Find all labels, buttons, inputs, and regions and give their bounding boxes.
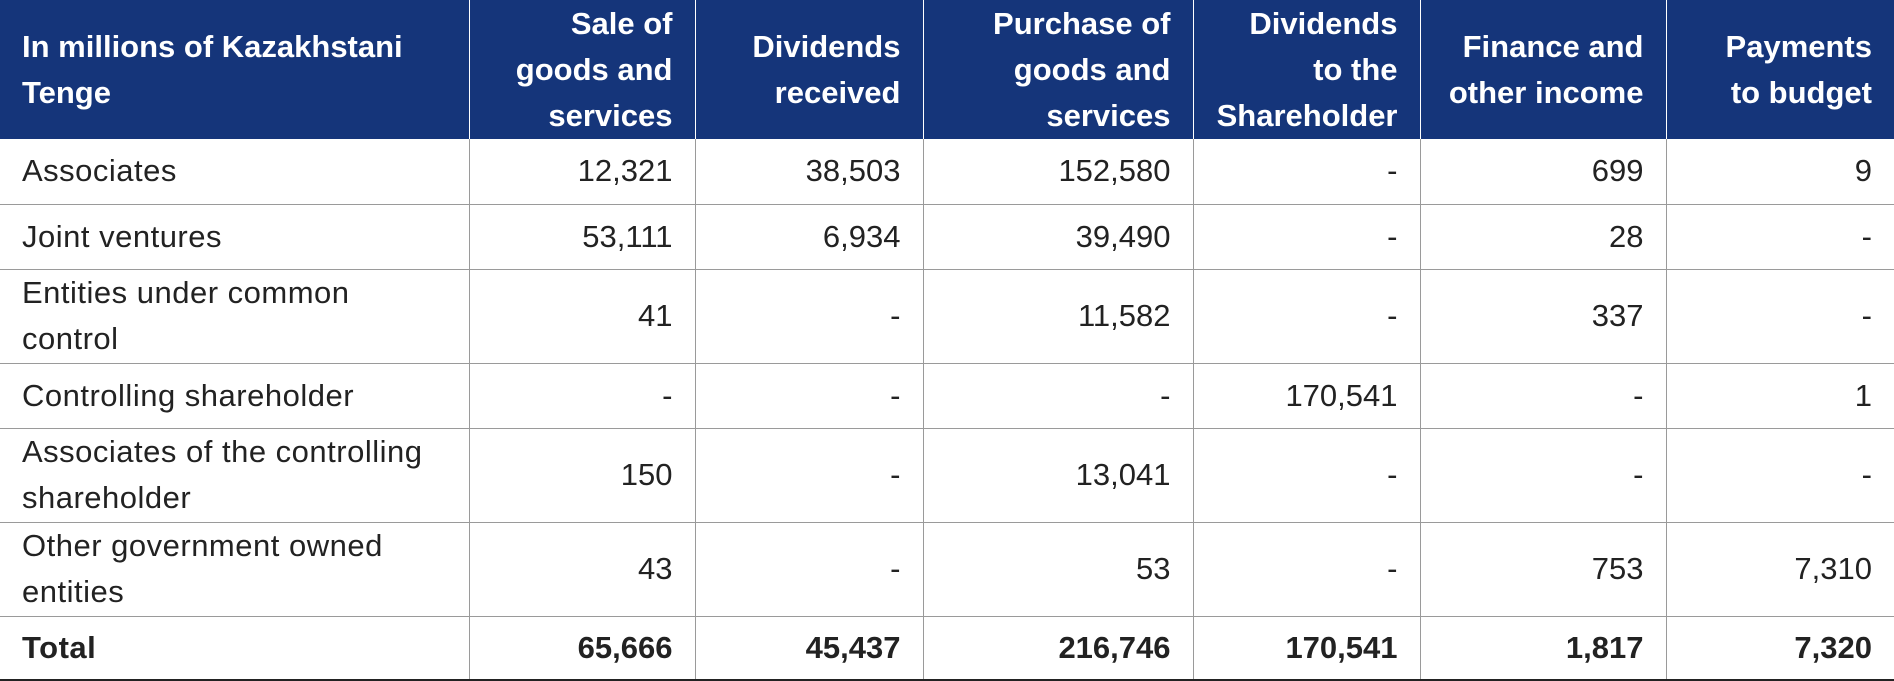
total-label: Total <box>0 616 470 681</box>
total-dividends-to-shareholder: 170,541 <box>1193 616 1421 681</box>
cell-dividends-received: - <box>695 522 924 617</box>
cell-payments-to-budget: - <box>1666 269 1894 364</box>
cell-purchase-of-goods: 152,580 <box>923 139 1194 205</box>
cell-finance-income: 337 <box>1420 269 1667 364</box>
table-body: Associates 12,321 38,503 152,580 - 699 9… <box>0 139 1894 681</box>
cell-sale-of-goods: 53,111 <box>469 204 696 270</box>
total-dividends-received: 45,437 <box>695 616 924 681</box>
table-row: Controlling shareholder - - - 170,541 - … <box>0 363 1894 429</box>
table-row: Associates of the controlling shareholde… <box>0 428 1894 523</box>
cell-payments-to-budget: 1 <box>1666 363 1894 429</box>
cell-finance-income: 753 <box>1420 522 1667 617</box>
cell-payments-to-budget: - <box>1666 428 1894 523</box>
header-units: In millions of Kazakhstani Tenge <box>0 0 470 139</box>
total-row: Total 65,666 45,437 216,746 170,541 1,81… <box>0 616 1894 681</box>
cell-finance-income: 699 <box>1420 139 1667 205</box>
total-sale-of-goods: 65,666 <box>469 616 696 681</box>
row-label: Associates of the controlling shareholde… <box>0 428 470 523</box>
cell-payments-to-budget: 7,310 <box>1666 522 1894 617</box>
row-label: Joint ventures <box>0 204 470 270</box>
cell-dividends-received: - <box>695 269 924 364</box>
cell-dividends-to-shareholder: - <box>1193 269 1421 364</box>
cell-dividends-received: 38,503 <box>695 139 924 205</box>
cell-dividends-to-shareholder: - <box>1193 428 1421 523</box>
table-row: Associates 12,321 38,503 152,580 - 699 9 <box>0 139 1894 205</box>
table-row: Joint ventures 53,111 6,934 39,490 - 28 … <box>0 204 1894 270</box>
cell-dividends-to-shareholder: - <box>1193 522 1421 617</box>
cell-sale-of-goods: - <box>469 363 696 429</box>
total-payments-to-budget: 7,320 <box>1666 616 1894 681</box>
row-label: Controlling shareholder <box>0 363 470 429</box>
cell-sale-of-goods: 43 <box>469 522 696 617</box>
cell-payments-to-budget: - <box>1666 204 1894 270</box>
header-row: In millions of Kazakhstani Tenge Sale of… <box>0 0 1894 139</box>
table-header: In millions of Kazakhstani Tenge Sale of… <box>0 0 1894 139</box>
cell-dividends-received: - <box>695 363 924 429</box>
cell-sale-of-goods: 150 <box>469 428 696 523</box>
cell-sale-of-goods: 41 <box>469 269 696 364</box>
cell-purchase-of-goods: 53 <box>923 522 1194 617</box>
cell-dividends-received: 6,934 <box>695 204 924 270</box>
cell-purchase-of-goods: - <box>923 363 1194 429</box>
cell-dividends-to-shareholder: - <box>1193 139 1421 205</box>
cell-finance-income: - <box>1420 363 1667 429</box>
row-label: Entities under common control <box>0 269 470 364</box>
total-finance-income: 1,817 <box>1420 616 1667 681</box>
table-row: Entities under common control 41 - 11,58… <box>0 269 1894 364</box>
cell-dividends-received: - <box>695 428 924 523</box>
table-row: Other government owned entities 43 - 53 … <box>0 522 1894 617</box>
cell-payments-to-budget: 9 <box>1666 139 1894 205</box>
total-purchase-of-goods: 216,746 <box>923 616 1194 681</box>
cell-purchase-of-goods: 11,582 <box>923 269 1194 364</box>
header-payments-to-budget: Payments to budget <box>1666 0 1894 139</box>
row-label: Other government owned entities <box>0 522 470 617</box>
header-purchase-of-goods: Purchase of goods and services <box>923 0 1194 139</box>
cell-dividends-to-shareholder: - <box>1193 204 1421 270</box>
header-sale-of-goods: Sale of goods and services <box>469 0 696 139</box>
cell-sale-of-goods: 12,321 <box>469 139 696 205</box>
cell-finance-income: 28 <box>1420 204 1667 270</box>
header-dividends-to-shareholder: Dividends to the Shareholder <box>1193 0 1421 139</box>
cell-finance-income: - <box>1420 428 1667 523</box>
header-finance-income: Finance and other income <box>1420 0 1667 139</box>
row-label: Associates <box>0 139 470 205</box>
cell-purchase-of-goods: 39,490 <box>923 204 1194 270</box>
cell-dividends-to-shareholder: 170,541 <box>1193 363 1421 429</box>
header-dividends-received: Dividends received <box>695 0 924 139</box>
cell-purchase-of-goods: 13,041 <box>923 428 1194 523</box>
